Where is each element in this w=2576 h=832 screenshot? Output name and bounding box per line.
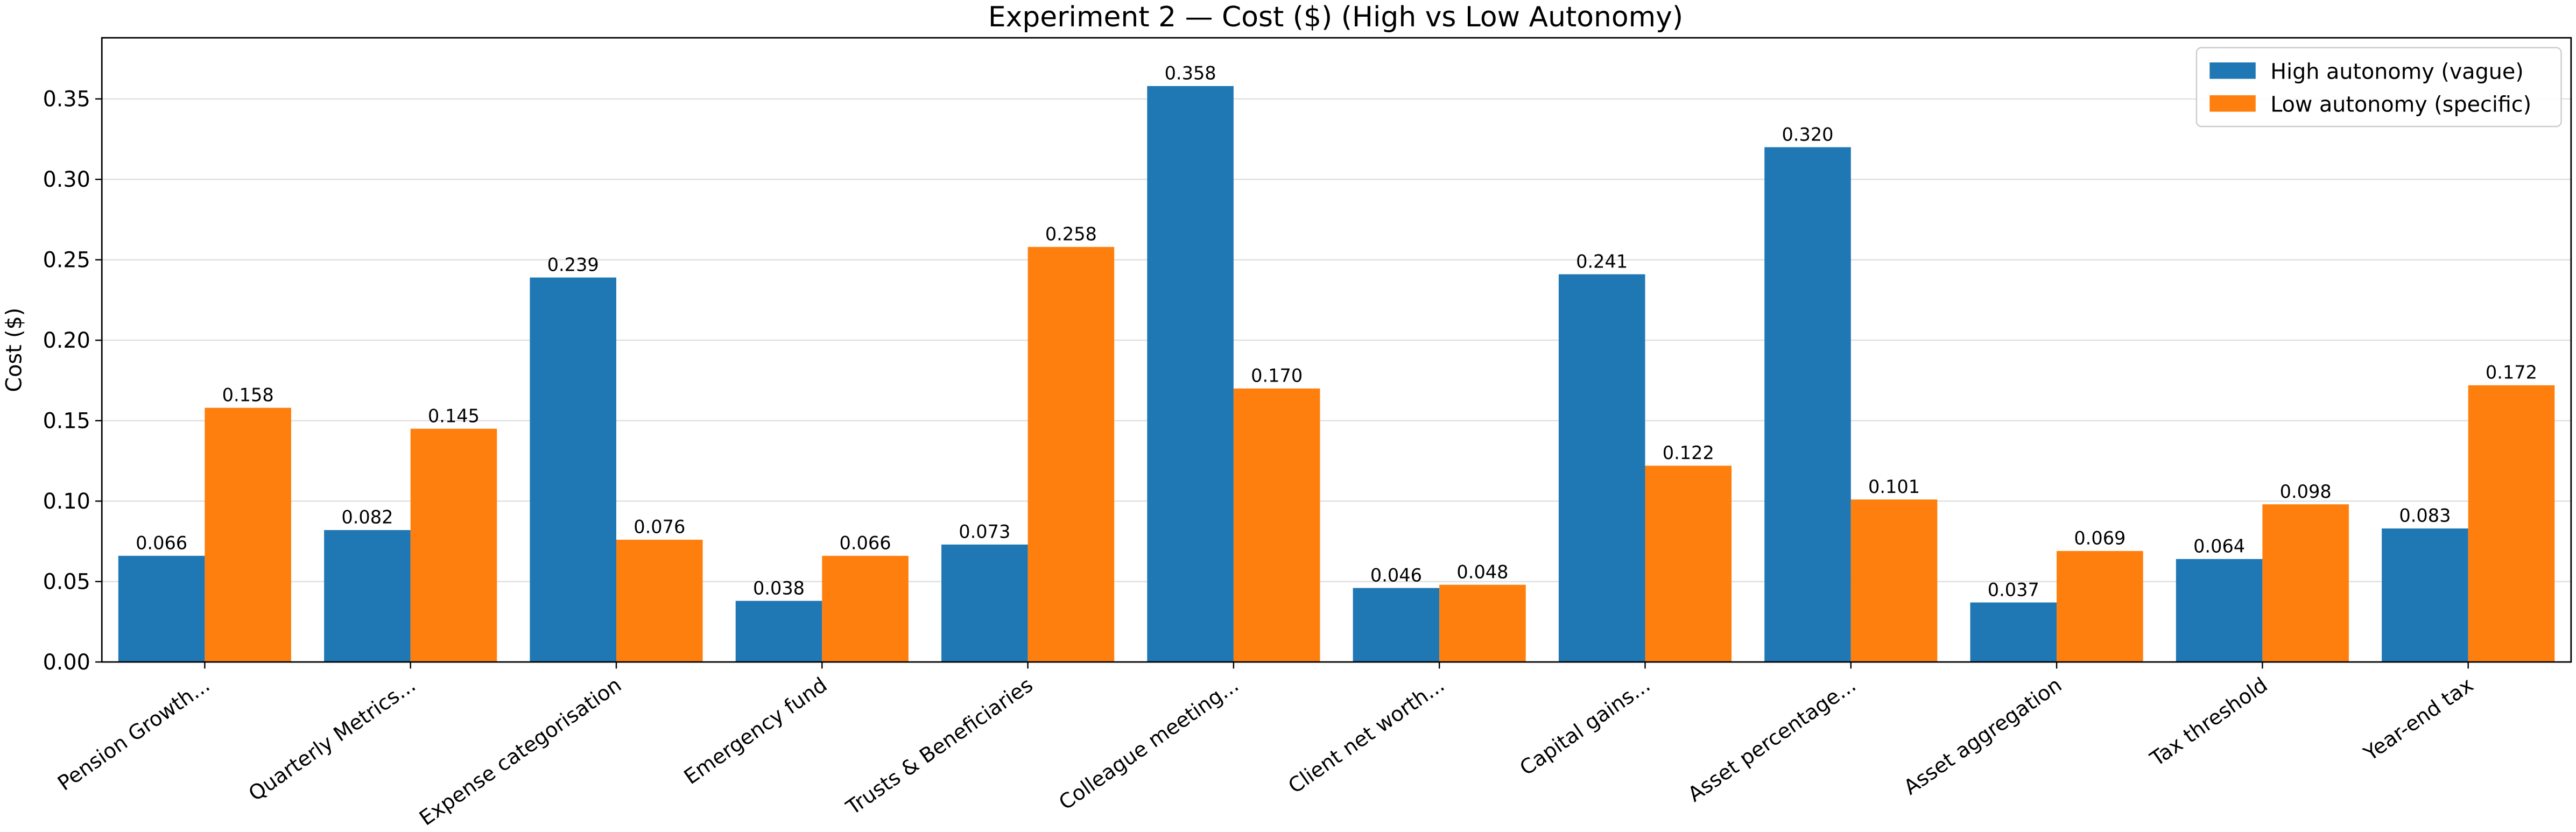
- value-label: 0.239: [547, 254, 599, 275]
- chart-title: Experiment 2 — Cost ($) (High vs Low Aut…: [988, 1, 1683, 33]
- value-label: 0.066: [840, 533, 891, 554]
- bar: [1233, 388, 1320, 662]
- value-label: 0.076: [634, 517, 685, 538]
- value-label: 0.066: [136, 533, 187, 554]
- legend-label: Low autonomy (specific): [2270, 93, 2531, 117]
- x-tick-label: Tax threshold: [2145, 673, 2272, 771]
- y-tick-label: 0.35: [43, 87, 90, 112]
- bar: [822, 555, 909, 662]
- bar: [2057, 551, 2143, 662]
- y-tick-label: 0.30: [43, 167, 90, 192]
- value-label: 0.172: [2486, 362, 2537, 383]
- x-tick-label: Expense categorisation: [415, 673, 625, 830]
- x-tick-label: Emergency fund: [680, 673, 832, 789]
- value-label: 0.241: [1576, 251, 1628, 272]
- x-tick-label: Colleague meeting...: [1054, 673, 1243, 814]
- x-tick-label: Capital gains...: [1516, 673, 1655, 780]
- legend-label: High autonomy (vague): [2270, 60, 2524, 84]
- bar: [2262, 504, 2349, 662]
- plot-frame: [101, 37, 2572, 663]
- bar: [1353, 588, 1440, 662]
- value-label: 0.083: [2399, 505, 2451, 526]
- y-tick-label: 0.00: [43, 650, 90, 675]
- legend-swatch: [2209, 95, 2256, 112]
- bar: [1147, 86, 1234, 662]
- y-tick-label: 0.10: [43, 489, 90, 514]
- legend-box: [2195, 47, 2562, 128]
- x-tick-label: Quarterly Metrics...: [244, 673, 420, 806]
- bar: [530, 277, 616, 662]
- bar: [1645, 466, 1732, 662]
- value-label: 0.046: [1370, 565, 1422, 586]
- value-label: 0.122: [1663, 442, 1714, 463]
- x-tick-label: Asset percentage...: [1684, 673, 1860, 806]
- value-label: 0.170: [1251, 365, 1303, 386]
- bar: [735, 601, 822, 662]
- x-tick-label: Asset aggregation: [1899, 673, 2066, 799]
- legend-swatch: [2209, 62, 2256, 79]
- value-label: 0.082: [341, 507, 393, 528]
- value-label: 0.069: [2074, 528, 2125, 549]
- value-label: 0.320: [1782, 124, 1833, 145]
- x-tick-label: Trusts & Beneficiaries: [841, 673, 1037, 820]
- bar: [1558, 274, 1645, 662]
- x-tick-label: Year-end tax: [2359, 673, 2478, 766]
- bar: [205, 407, 291, 662]
- bar: [941, 544, 1028, 662]
- value-label: 0.145: [428, 405, 480, 426]
- value-label: 0.098: [2280, 481, 2332, 502]
- bar: [2468, 385, 2555, 662]
- bar: [616, 539, 703, 662]
- y-axis-label: Cost ($): [2, 308, 27, 392]
- bar: [1439, 584, 1526, 662]
- x-tick-label: Client net worth...: [1284, 673, 1448, 798]
- bar: [324, 530, 411, 662]
- bar: [1850, 499, 1938, 662]
- bar: [1970, 602, 2057, 662]
- value-label: 0.048: [1456, 561, 1508, 582]
- bar: [2382, 528, 2468, 662]
- y-tick-label: 0.05: [43, 569, 90, 594]
- value-label: 0.037: [1988, 579, 2039, 600]
- x-tick-label: Pension Growth...: [53, 673, 214, 795]
- y-tick-label: 0.20: [43, 328, 90, 353]
- y-tick-label: 0.25: [43, 248, 90, 272]
- value-label: 0.064: [2193, 536, 2245, 557]
- bar: [1027, 246, 1115, 662]
- value-label: 0.258: [1045, 224, 1097, 245]
- value-label: 0.073: [959, 521, 1010, 542]
- value-label: 0.101: [1868, 476, 1920, 497]
- bar: [118, 555, 205, 662]
- bar: [1764, 147, 1851, 662]
- bar: [410, 428, 497, 662]
- value-label: 0.158: [222, 385, 274, 406]
- y-tick-label: 0.15: [43, 408, 90, 433]
- value-label: 0.358: [1165, 63, 1216, 84]
- value-label: 0.038: [753, 577, 805, 598]
- bar: [2176, 559, 2263, 662]
